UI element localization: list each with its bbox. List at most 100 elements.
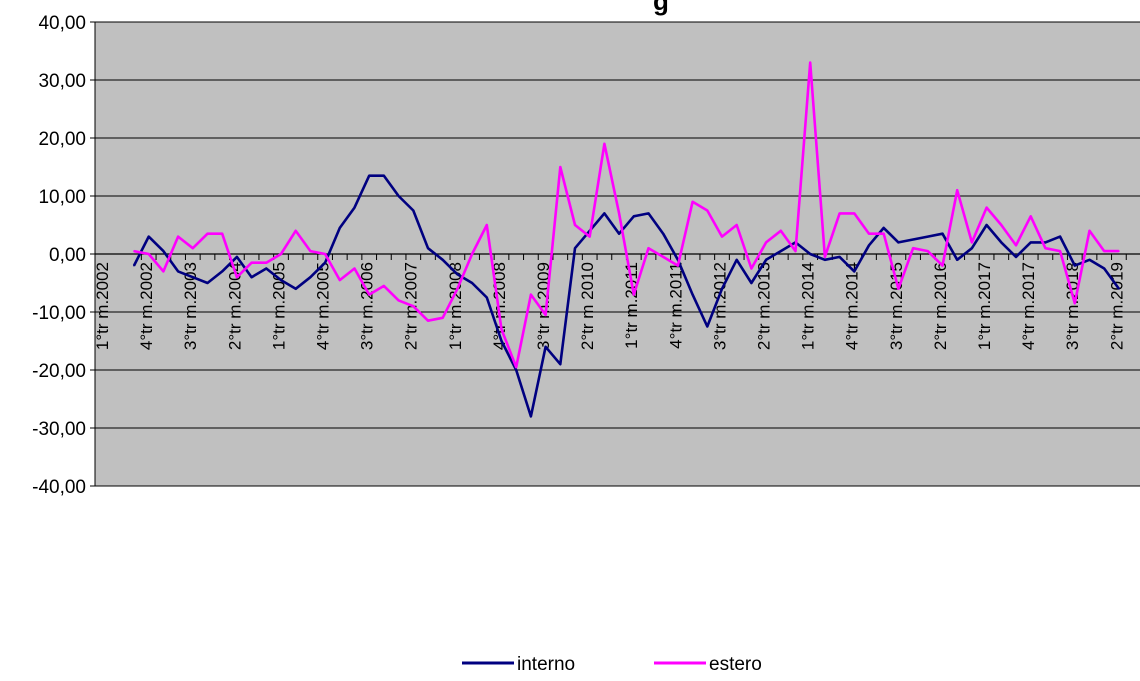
- y-tick-label: -20,00: [32, 361, 86, 382]
- data-point-estero: [897, 287, 900, 290]
- data-point-interno: [500, 340, 503, 342]
- y-tick-label: -40,00: [32, 477, 86, 498]
- data-point-estero: [133, 250, 135, 253]
- data-point-interno: [338, 227, 341, 229]
- data-point-interno: [236, 256, 238, 258]
- data-point-estero: [1059, 250, 1061, 253]
- data-point-estero: [236, 276, 238, 279]
- data-point-estero: [1000, 224, 1003, 226]
- data-point-estero: [824, 256, 826, 258]
- data-point-interno: [353, 206, 356, 209]
- data-point-interno: [412, 209, 415, 212]
- y-tick-label: 0,00: [49, 245, 86, 266]
- data-point-estero: [485, 224, 488, 226]
- x-tick-label: 1°tr m.2017: [975, 262, 994, 350]
- data-point-estero: [809, 61, 812, 64]
- series-line-estero: [133, 61, 1119, 369]
- data-point-estero: [868, 232, 870, 235]
- data-point-interno: [324, 261, 326, 264]
- data-point-interno: [647, 212, 650, 215]
- data-point-interno: [162, 250, 165, 253]
- data-point-estero: [677, 264, 679, 267]
- data-point-interno: [544, 345, 547, 348]
- data-point-estero: [250, 261, 253, 264]
- data-point-estero: [353, 267, 356, 270]
- data-point-estero: [221, 232, 224, 235]
- data-point-estero: [427, 319, 429, 322]
- y-tick-label: 30,00: [38, 71, 86, 92]
- data-point-interno: [471, 282, 473, 284]
- series-line-interno: [132, 174, 1120, 418]
- data-point-interno: [618, 232, 620, 235]
- data-point-interno: [632, 215, 635, 218]
- chart-title: g: [653, 0, 669, 16]
- data-point-interno: [441, 258, 444, 261]
- data-point-estero: [618, 212, 620, 215]
- data-point-interno: [853, 270, 856, 273]
- data-point-estero: [691, 200, 694, 203]
- data-point-estero: [1015, 244, 1017, 247]
- x-tick-label: 2°tr m.2019: [1107, 262, 1126, 350]
- data-point-interno: [603, 212, 606, 215]
- data-point-interno: [706, 325, 709, 328]
- data-point-estero: [162, 270, 165, 273]
- data-point-interno: [662, 232, 665, 235]
- data-point-interno: [559, 363, 562, 366]
- data-point-interno: [250, 276, 253, 279]
- data-point-interno: [1103, 267, 1106, 270]
- y-tick-label: -10,00: [32, 303, 86, 324]
- data-point-estero: [294, 229, 297, 232]
- x-tick-label: 2°tr m 2010: [578, 262, 597, 350]
- data-point-estero: [985, 206, 988, 209]
- data-point-interno: [383, 174, 385, 177]
- data-point-interno: [309, 276, 312, 279]
- x-tick-label: 3°tr m.2006: [358, 262, 377, 350]
- data-point-estero: [471, 253, 473, 255]
- data-point-interno: [824, 258, 826, 261]
- data-point-estero: [456, 287, 459, 290]
- y-tick-label: 40,00: [38, 13, 86, 34]
- data-point-estero: [309, 250, 312, 253]
- data-point-interno: [191, 276, 194, 279]
- x-tick-label: 1°tr m.2011: [622, 262, 641, 349]
- data-point-estero: [662, 256, 665, 258]
- data-point-estero: [191, 247, 194, 250]
- data-point-estero: [280, 253, 282, 255]
- data-point-interno: [985, 224, 988, 226]
- data-point-estero: [941, 264, 944, 267]
- data-point-interno: [765, 258, 767, 261]
- legend-label-estero: estero: [709, 654, 762, 675]
- chart-legend: interno estero: [462, 654, 762, 675]
- data-point-interno: [1088, 258, 1091, 261]
- y-tick-label: 20,00: [38, 129, 86, 150]
- data-point-estero: [706, 209, 709, 212]
- data-point-interno: [147, 235, 150, 238]
- data-point-estero: [647, 247, 650, 250]
- data-point-interno: [1044, 241, 1047, 244]
- x-tick-label: 2°tr m.2013: [755, 262, 774, 350]
- data-point-estero: [515, 366, 518, 368]
- data-point-estero: [383, 285, 385, 287]
- data-point-estero: [853, 212, 856, 215]
- data-point-estero: [588, 235, 591, 238]
- data-point-estero: [779, 229, 782, 232]
- x-tick-label: 4°tr m.2005: [314, 262, 333, 350]
- data-point-interno: [530, 415, 532, 418]
- data-point-estero: [838, 212, 841, 215]
- legend-label-interno: interno: [517, 654, 575, 675]
- data-point-interno: [397, 195, 400, 197]
- data-point-interno: [177, 270, 180, 273]
- x-tick-label: 4°tr m.2002: [137, 262, 156, 350]
- data-point-interno: [456, 273, 459, 276]
- data-point-estero: [324, 253, 326, 255]
- data-point-interno: [280, 279, 282, 281]
- data-point-estero: [1044, 247, 1047, 250]
- data-point-estero: [1088, 229, 1091, 232]
- data-point-interno: [1029, 241, 1032, 244]
- data-point-interno: [1000, 241, 1003, 244]
- data-point-interno: [691, 293, 694, 296]
- data-point-interno: [956, 258, 959, 261]
- data-point-estero: [412, 305, 415, 308]
- x-tick-label: 1°tr m.2005: [269, 262, 288, 350]
